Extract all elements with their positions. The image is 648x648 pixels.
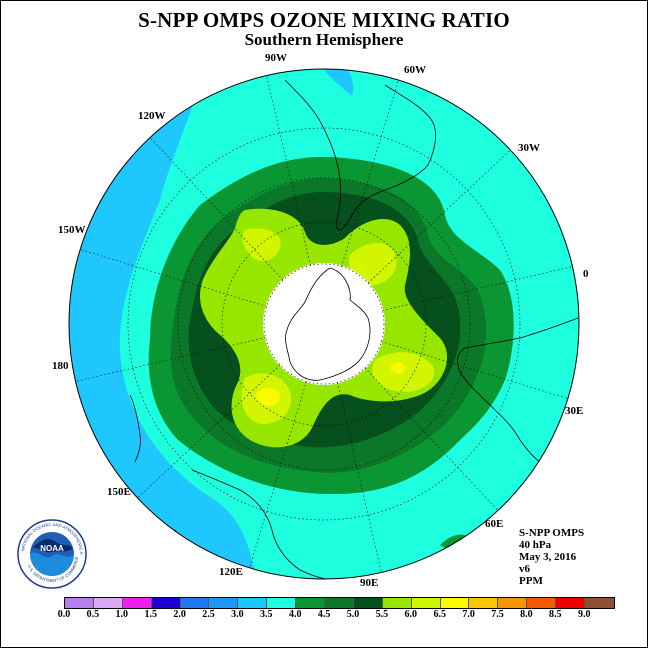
lon-label-90w: 90W [265,52,287,64]
logo-text: NOAA [40,544,64,553]
map-subtitle: Southern Hemisphere [244,30,404,49]
colorbar-tick-label: 8.5 [549,609,562,620]
contour-6-0-b [372,352,435,392]
colorbar-swatch [93,598,123,608]
meridian-line [337,382,382,573]
lon-label-30w: 30W [518,142,540,154]
colorbar-tick-label: 2.5 [202,609,215,620]
meridian-line [75,337,266,382]
lon-label-0: 0 [583,268,589,280]
meridian-line [367,149,511,284]
colorbar-swatch [498,598,528,608]
antarctica-coastline [285,267,371,381]
polar-no-data [263,263,385,385]
colorbar-tick-label: 5.5 [375,609,389,620]
colorbar-tick-label: 0.5 [86,609,100,620]
lon-label-30e: 30E [565,405,584,417]
noaa-logo: NATIONAL OCEANIC AND ATMOSPHERIC ADMINIS… [16,518,87,589]
meridian-line [266,75,311,266]
colorbar-swatch [180,598,210,608]
units-label: PPM [519,575,543,587]
colorbar-swatch [209,598,239,608]
observation-date: May 3, 2016 [519,551,577,563]
colorbar-tick-label: 8.0 [520,609,533,620]
colorbar-tick-label: 1.5 [144,609,157,620]
contour-3-0-north [322,69,354,96]
meridian-line [137,364,281,499]
colorbar-swatch [238,598,268,608]
pressure-level: 40 hPa [519,539,552,551]
lon-label-180: 180 [52,360,69,372]
lon-label-150w: 150W [58,224,86,236]
map-border [68,68,580,580]
meridian-line [149,137,284,281]
colorbar-tick-label: 3.5 [260,609,273,620]
colorbar-swatch [469,598,499,608]
lon-label-60e: 60E [485,518,504,530]
lon-label-120e: 120E [219,566,243,578]
contour-6-5-b [391,362,405,374]
colorbar-tick-label: 6.0 [404,609,418,620]
colorbar-swatch [296,598,326,608]
colorbar-swatch [65,598,94,608]
colorbar-tick-label: 7.0 [462,609,475,620]
meridian-line [80,249,267,307]
lon-label-90e: 90E [360,577,379,589]
colorbar-swatch [585,598,614,608]
graticule [75,75,573,573]
data-version: v6 [519,563,530,575]
africa-coastline [457,317,579,471]
colorbar-tick-label: 6.5 [433,609,446,620]
colorbar-swatch [122,598,152,608]
colorbar [64,597,615,609]
data-info: S-NPP OMPS 40 hPa May 3, 2016 v6 PPM [519,527,584,587]
colorbar-swatch [411,598,441,608]
map-title: S-NPP OMPS OZONE MIXING RATIO [138,8,510,32]
colorbar-swatch [556,598,586,608]
colorbar-tick-label: 2.0 [173,609,186,620]
contour-6-0 [349,242,397,286]
meridian-line [381,341,568,399]
lon-label-60w: 60W [404,64,426,76]
colorbar-tick-label: 7.5 [491,609,504,620]
colorbar-tick-label: 1.0 [115,609,129,620]
meridian-line [364,367,499,511]
colorbar-swatch [353,598,383,608]
south-america-coastline [284,79,437,231]
meridian-line [341,80,399,267]
lon-label-120w: 120W [138,110,166,122]
colorbar-tick-label: 3.0 [231,609,244,620]
colorbar-tick-label: 4.0 [288,609,302,620]
colorbar-tick-label: 9.0 [577,609,591,620]
colorbar-tick-label: 5.0 [346,609,360,620]
new-zealand-coastline [129,394,141,463]
colorbar-swatch [527,598,557,608]
meridian-line [382,266,573,311]
lon-label-150e: 150E [107,486,131,498]
instrument-label: S-NPP OMPS [519,527,585,539]
colorbar-swatch [325,598,354,608]
contour-6-5 [256,388,280,406]
colorbar-swatch [382,598,412,608]
colorbar-swatch [267,598,297,608]
contour-3-0 [69,69,260,579]
colorbar-tick-label: 4.5 [317,609,331,620]
colorbar-swatch [440,598,470,608]
colorbar-swatch [151,598,181,608]
meridian-line [249,381,307,568]
colorbar-tick-label: 0.0 [57,609,71,620]
